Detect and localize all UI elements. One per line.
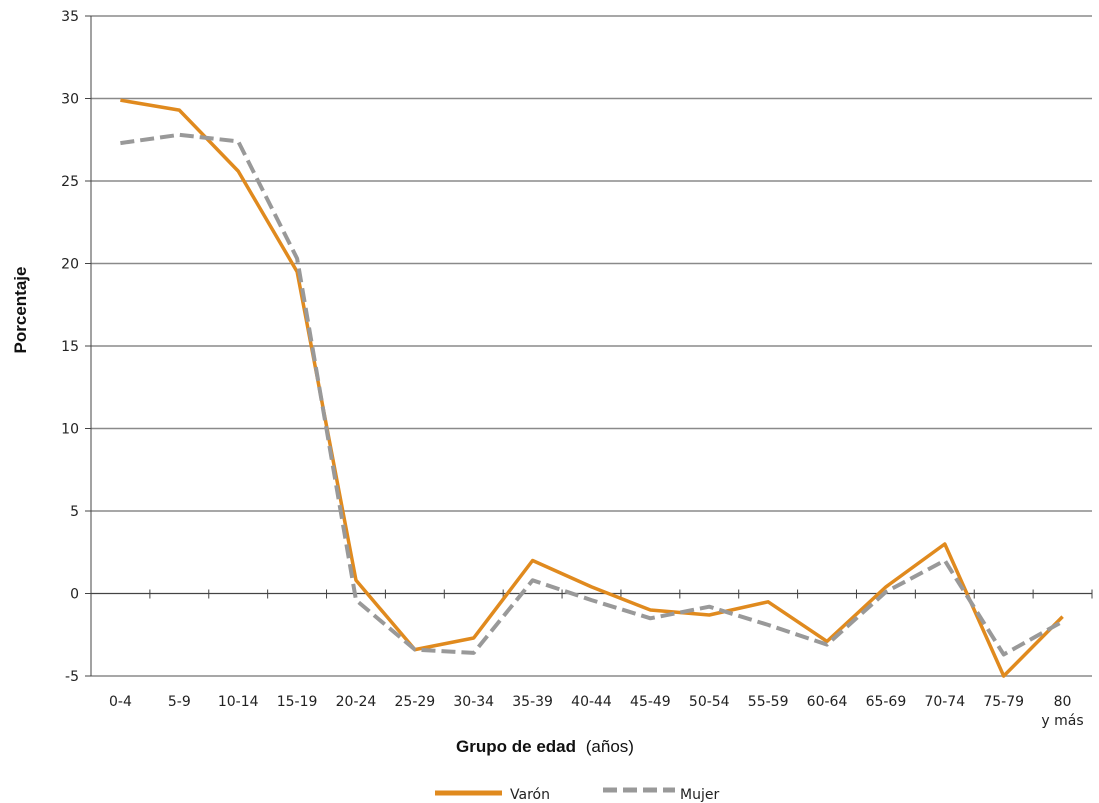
x-axis-title: Grupo de edad (años): [456, 737, 634, 756]
legend-label-mujer: Mujer: [680, 787, 719, 803]
y-tick-label: 20: [61, 257, 79, 273]
y-tick-label: 10: [61, 422, 79, 438]
x-axis: 0-4 5-9 10-14 15-19 20-24 25-29 30-34 35-39 40-4…: [90, 589, 1093, 729]
y-tick-label: 35: [61, 9, 79, 25]
x-tick-label: 25-29: [395, 694, 436, 710]
y-axis-ticks: -5 0 5 10 15 20 25 30 35: [61, 9, 92, 685]
y-tick-label: 15: [61, 339, 79, 355]
x-tick-label: 50-54: [689, 694, 730, 710]
y-axis-title: Porcentaje: [11, 267, 30, 354]
y-tick-label: -5: [65, 669, 79, 685]
y-tick-label: 30: [61, 92, 79, 108]
x-axis-title-unit: (años): [586, 737, 634, 756]
x-tick-label: 5-9: [168, 694, 191, 710]
legend-label-varon: Varón: [510, 787, 550, 803]
y-tick-label: 0: [70, 587, 79, 603]
series-lines: [120, 98, 1064, 678]
legend: Varón Mujer: [435, 787, 719, 803]
y-tick-label: 5: [70, 504, 79, 520]
x-tick-label: 55-59: [748, 694, 789, 710]
x-tick-label: 0-4: [109, 694, 132, 710]
x-tick-label: 45-49: [630, 694, 671, 710]
x-tick-label: 20-24: [336, 694, 377, 710]
x-tick-label: 40-44: [571, 694, 612, 710]
y-tick-label: 25: [61, 174, 79, 190]
x-tick-label: 60-64: [807, 694, 848, 710]
x-tick-label: 75-79: [983, 694, 1024, 710]
x-tick-label: 70-74: [924, 694, 965, 710]
x-axis-title-main: Grupo de edad: [456, 737, 576, 756]
x-tick-label: 65-69: [866, 694, 907, 710]
x-tick-label: 80: [1054, 694, 1072, 710]
x-tick-label: y más: [1041, 713, 1083, 729]
x-tick-label: 30-34: [453, 694, 494, 710]
x-tick-label: 15-19: [277, 694, 318, 710]
x-tick-label: 10-14: [218, 694, 259, 710]
x-tick-label: 35-39: [512, 694, 553, 710]
grid-lines: [91, 15, 1092, 677]
